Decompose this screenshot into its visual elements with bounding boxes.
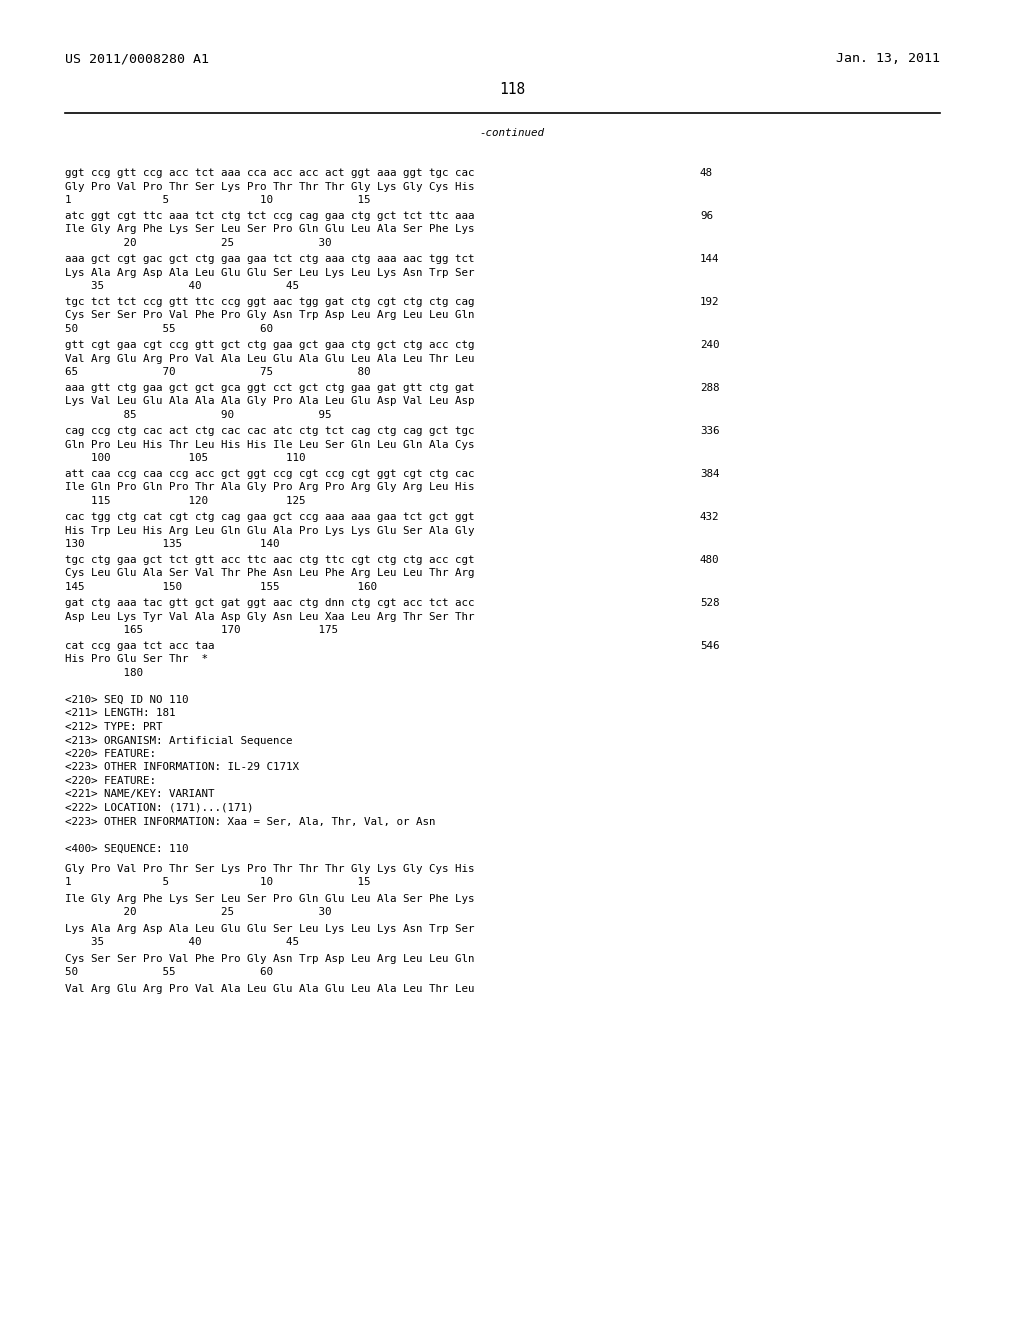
Text: 432: 432	[700, 512, 720, 521]
Text: tgc tct tct ccg gtt ttc ccg ggt aac tgg gat ctg cgt ctg ctg cag: tgc tct tct ccg gtt ttc ccg ggt aac tgg …	[65, 297, 474, 308]
Text: Cys Leu Glu Ala Ser Val Thr Phe Asn Leu Phe Arg Leu Leu Thr Arg: Cys Leu Glu Ala Ser Val Thr Phe Asn Leu …	[65, 569, 474, 578]
Text: <212> TYPE: PRT: <212> TYPE: PRT	[65, 722, 163, 733]
Text: Val Arg Glu Arg Pro Val Ala Leu Glu Ala Glu Leu Ala Leu Thr Leu: Val Arg Glu Arg Pro Val Ala Leu Glu Ala …	[65, 983, 474, 994]
Text: 100            105            110: 100 105 110	[65, 453, 305, 463]
Text: aaa gtt ctg gaa gct gct gca ggt cct gct ctg gaa gat gtt ctg gat: aaa gtt ctg gaa gct gct gca ggt cct gct …	[65, 383, 474, 393]
Text: <223> OTHER INFORMATION: IL-29 C171X: <223> OTHER INFORMATION: IL-29 C171X	[65, 763, 299, 772]
Text: <210> SEQ ID NO 110: <210> SEQ ID NO 110	[65, 696, 188, 705]
Text: Ile Gly Arg Phe Lys Ser Leu Ser Pro Gln Glu Leu Ala Ser Phe Lys: Ile Gly Arg Phe Lys Ser Leu Ser Pro Gln …	[65, 894, 474, 904]
Text: 115            120            125: 115 120 125	[65, 496, 305, 506]
Text: Cys Ser Ser Pro Val Phe Pro Gly Asn Trp Asp Leu Arg Leu Leu Gln: Cys Ser Ser Pro Val Phe Pro Gly Asn Trp …	[65, 310, 474, 321]
Text: <221> NAME/KEY: VARIANT: <221> NAME/KEY: VARIANT	[65, 789, 214, 800]
Text: 480: 480	[700, 554, 720, 565]
Text: 145            150            155            160: 145 150 155 160	[65, 582, 377, 591]
Text: gat ctg aaa tac gtt gct gat ggt aac ctg dnn ctg cgt acc tct acc: gat ctg aaa tac gtt gct gat ggt aac ctg …	[65, 598, 474, 609]
Text: 546: 546	[700, 642, 720, 651]
Text: Gly Pro Val Pro Thr Ser Lys Pro Thr Thr Thr Gly Lys Gly Cys His: Gly Pro Val Pro Thr Ser Lys Pro Thr Thr …	[65, 181, 474, 191]
Text: His Trp Leu His Arg Leu Gln Glu Ala Pro Lys Lys Glu Ser Ala Gly: His Trp Leu His Arg Leu Gln Glu Ala Pro …	[65, 525, 474, 536]
Text: 35             40             45: 35 40 45	[65, 281, 299, 290]
Text: aaa gct cgt gac gct ctg gaa gaa tct ctg aaa ctg aaa aac tgg tct: aaa gct cgt gac gct ctg gaa gaa tct ctg …	[65, 253, 474, 264]
Text: 118: 118	[499, 82, 525, 96]
Text: cag ccg ctg cac act ctg cac cac atc ctg tct cag ctg cag gct tgc: cag ccg ctg cac act ctg cac cac atc ctg …	[65, 426, 474, 436]
Text: 50             55             60: 50 55 60	[65, 323, 273, 334]
Text: Gly Pro Val Pro Thr Ser Lys Pro Thr Thr Thr Gly Lys Gly Cys His: Gly Pro Val Pro Thr Ser Lys Pro Thr Thr …	[65, 863, 474, 874]
Text: -continued: -continued	[479, 128, 545, 139]
Text: 528: 528	[700, 598, 720, 609]
Text: 96: 96	[700, 211, 713, 220]
Text: <211> LENGTH: 181: <211> LENGTH: 181	[65, 709, 175, 718]
Text: <222> LOCATION: (171)...(171): <222> LOCATION: (171)...(171)	[65, 803, 254, 813]
Text: 180: 180	[65, 668, 143, 678]
Text: <213> ORGANISM: Artificial Sequence: <213> ORGANISM: Artificial Sequence	[65, 735, 293, 746]
Text: 240: 240	[700, 341, 720, 350]
Text: 20             25             30: 20 25 30	[65, 907, 332, 917]
Text: atc ggt cgt ttc aaa tct ctg tct ccg cag gaa ctg gct tct ttc aaa: atc ggt cgt ttc aaa tct ctg tct ccg cag …	[65, 211, 474, 220]
Text: Lys Val Leu Glu Ala Ala Ala Gly Pro Ala Leu Glu Asp Val Leu Asp: Lys Val Leu Glu Ala Ala Ala Gly Pro Ala …	[65, 396, 474, 407]
Text: 1              5              10             15: 1 5 10 15	[65, 878, 371, 887]
Text: Ile Gln Pro Gln Pro Thr Ala Gly Pro Arg Pro Arg Gly Arg Leu His: Ile Gln Pro Gln Pro Thr Ala Gly Pro Arg …	[65, 483, 474, 492]
Text: 384: 384	[700, 469, 720, 479]
Text: 165            170            175: 165 170 175	[65, 624, 338, 635]
Text: 85             90             95: 85 90 95	[65, 411, 332, 420]
Text: 20             25             30: 20 25 30	[65, 238, 332, 248]
Text: Jan. 13, 2011: Jan. 13, 2011	[836, 51, 940, 65]
Text: US 2011/0008280 A1: US 2011/0008280 A1	[65, 51, 209, 65]
Text: <223> OTHER INFORMATION: Xaa = Ser, Ala, Thr, Val, or Asn: <223> OTHER INFORMATION: Xaa = Ser, Ala,…	[65, 817, 435, 826]
Text: 288: 288	[700, 383, 720, 393]
Text: Gln Pro Leu His Thr Leu His His Ile Leu Ser Gln Leu Gln Ala Cys: Gln Pro Leu His Thr Leu His His Ile Leu …	[65, 440, 474, 450]
Text: tgc ctg gaa gct tct gtt acc ttc aac ctg ttc cgt ctg ctg acc cgt: tgc ctg gaa gct tct gtt acc ttc aac ctg …	[65, 554, 474, 565]
Text: His Pro Glu Ser Thr  *: His Pro Glu Ser Thr *	[65, 655, 208, 664]
Text: 35             40             45: 35 40 45	[65, 937, 299, 948]
Text: 50             55             60: 50 55 60	[65, 968, 273, 977]
Text: 336: 336	[700, 426, 720, 436]
Text: ggt ccg gtt ccg acc tct aaa cca acc acc act ggt aaa ggt tgc cac: ggt ccg gtt ccg acc tct aaa cca acc acc …	[65, 168, 474, 178]
Text: <400> SEQUENCE: 110: <400> SEQUENCE: 110	[65, 843, 188, 854]
Text: Lys Ala Arg Asp Ala Leu Glu Glu Ser Leu Lys Leu Lys Asn Trp Ser: Lys Ala Arg Asp Ala Leu Glu Glu Ser Leu …	[65, 268, 474, 277]
Text: 65             70             75             80: 65 70 75 80	[65, 367, 371, 378]
Text: 1              5              10             15: 1 5 10 15	[65, 195, 371, 205]
Text: <220> FEATURE:: <220> FEATURE:	[65, 748, 156, 759]
Text: gtt cgt gaa cgt ccg gtt gct ctg gaa gct gaa ctg gct ctg acc ctg: gtt cgt gaa cgt ccg gtt gct ctg gaa gct …	[65, 341, 474, 350]
Text: Val Arg Glu Arg Pro Val Ala Leu Glu Ala Glu Leu Ala Leu Thr Leu: Val Arg Glu Arg Pro Val Ala Leu Glu Ala …	[65, 354, 474, 363]
Text: Asp Leu Lys Tyr Val Ala Asp Gly Asn Leu Xaa Leu Arg Thr Ser Thr: Asp Leu Lys Tyr Val Ala Asp Gly Asn Leu …	[65, 611, 474, 622]
Text: Ile Gly Arg Phe Lys Ser Leu Ser Pro Gln Glu Leu Ala Ser Phe Lys: Ile Gly Arg Phe Lys Ser Leu Ser Pro Gln …	[65, 224, 474, 235]
Text: cat ccg gaa tct acc taa: cat ccg gaa tct acc taa	[65, 642, 214, 651]
Text: 130            135            140: 130 135 140	[65, 539, 280, 549]
Text: 144: 144	[700, 253, 720, 264]
Text: Cys Ser Ser Pro Val Phe Pro Gly Asn Trp Asp Leu Arg Leu Leu Gln: Cys Ser Ser Pro Val Phe Pro Gly Asn Trp …	[65, 954, 474, 964]
Text: <220> FEATURE:: <220> FEATURE:	[65, 776, 156, 785]
Text: cac tgg ctg cat cgt ctg cag gaa gct ccg aaa aaa gaa tct gct ggt: cac tgg ctg cat cgt ctg cag gaa gct ccg …	[65, 512, 474, 521]
Text: 48: 48	[700, 168, 713, 178]
Text: 192: 192	[700, 297, 720, 308]
Text: att caa ccg caa ccg acc gct ggt ccg cgt ccg cgt ggt cgt ctg cac: att caa ccg caa ccg acc gct ggt ccg cgt …	[65, 469, 474, 479]
Text: Lys Ala Arg Asp Ala Leu Glu Glu Ser Leu Lys Leu Lys Asn Trp Ser: Lys Ala Arg Asp Ala Leu Glu Glu Ser Leu …	[65, 924, 474, 933]
